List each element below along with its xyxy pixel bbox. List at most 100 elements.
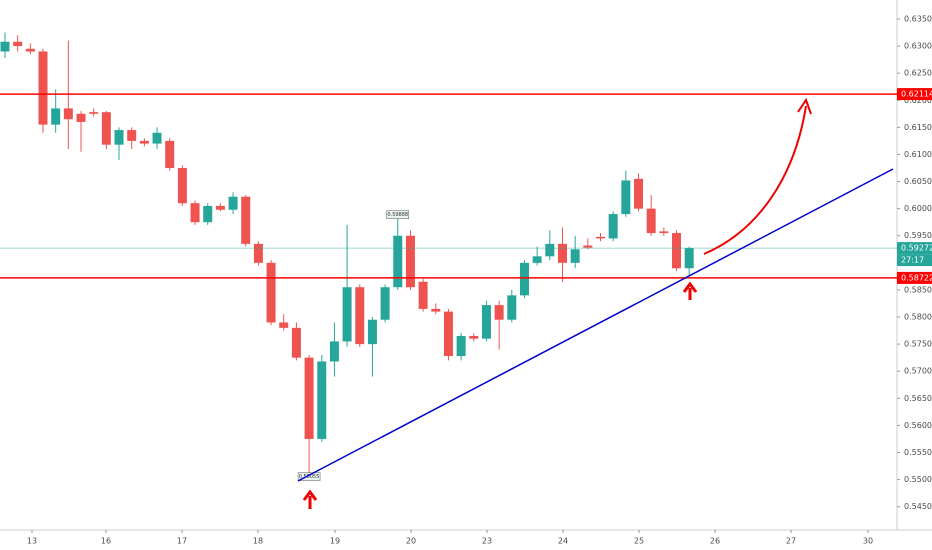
candle-body	[25, 48, 35, 52]
projection-arrow-head	[797, 97, 812, 115]
x-tick-label: 25	[634, 537, 644, 546]
candle-body	[672, 233, 682, 269]
candle-body	[139, 140, 149, 144]
price-tag-label: 0.62114	[901, 90, 932, 99]
candle-body	[190, 203, 200, 223]
candle-body	[570, 249, 580, 263]
price-tag-label: 0.58722	[901, 273, 932, 282]
price-annotation-box	[386, 210, 410, 219]
x-tick-label: 24	[558, 537, 568, 546]
x-tick-label: 30	[863, 537, 873, 546]
candle-body	[177, 167, 187, 204]
countdown-label: 27:17	[901, 256, 924, 265]
candle-body	[659, 231, 669, 234]
candle-body	[545, 243, 555, 257]
x-tick-label: 20	[406, 537, 416, 546]
candle-body	[583, 245, 593, 248]
candle-body	[405, 235, 415, 288]
x-tick-label: 17	[177, 537, 187, 546]
candle-body	[51, 108, 61, 125]
candle-body	[507, 295, 517, 320]
price-annotation: 0.55055	[299, 474, 320, 480]
candle-body	[0, 41, 10, 52]
candle-body	[621, 180, 631, 215]
candle-body	[342, 287, 352, 342]
candle-body	[203, 205, 213, 223]
candle-body	[608, 214, 618, 239]
candle-body	[355, 287, 365, 345]
candle-body	[519, 262, 529, 296]
price-tag	[897, 88, 932, 101]
candle-body	[317, 361, 327, 439]
countdown-tag	[897, 254, 932, 267]
candle-body	[114, 130, 124, 145]
price-annotation: 0.59888	[387, 212, 408, 218]
candle-body	[418, 281, 428, 309]
candle-body	[494, 305, 504, 320]
candle-body	[431, 308, 441, 312]
x-tick-label: 13	[27, 537, 37, 546]
price-annotation-box	[297, 472, 321, 481]
candle-body	[228, 196, 238, 210]
up-arrow	[682, 281, 698, 300]
candle-body	[481, 305, 491, 339]
projection-arrow	[703, 105, 807, 255]
candle-body	[304, 357, 314, 439]
x-tick-label: 26	[710, 537, 720, 546]
y-tick-label: 0.54500	[904, 502, 932, 511]
candle-body	[595, 236, 605, 239]
candle-body	[646, 208, 656, 234]
candle-body	[469, 335, 479, 339]
x-tick-label: 18	[253, 537, 263, 546]
candle-body	[557, 243, 567, 263]
candle-body	[76, 113, 86, 122]
candle-body	[253, 243, 263, 263]
x-tick-label: 23	[482, 537, 492, 546]
candle-body	[38, 51, 48, 125]
candle-body	[101, 112, 111, 145]
candle-body	[279, 322, 289, 328]
candle-body	[63, 108, 73, 120]
candle-body	[393, 235, 403, 288]
candle-body	[456, 335, 466, 357]
candle-body	[634, 178, 643, 209]
candle-body	[89, 112, 99, 114]
candle-body	[532, 256, 542, 263]
trend-line	[297, 168, 894, 482]
price-tag-label: 0.59272	[901, 244, 932, 253]
candle-body	[152, 132, 162, 144]
x-tick-label: 16	[101, 537, 111, 546]
candle-body	[329, 341, 339, 362]
price-tag	[897, 242, 932, 255]
price-tag	[897, 271, 932, 284]
candle-body	[127, 130, 137, 141]
candle-body	[241, 196, 251, 244]
up-arrow	[302, 489, 318, 509]
candle-body	[367, 319, 377, 345]
candle-body	[291, 327, 301, 358]
candle-body	[443, 311, 453, 357]
candle-body	[266, 262, 276, 323]
candle-body	[380, 287, 390, 320]
x-tick-label: 27	[786, 537, 796, 546]
candle-body	[684, 248, 694, 269]
